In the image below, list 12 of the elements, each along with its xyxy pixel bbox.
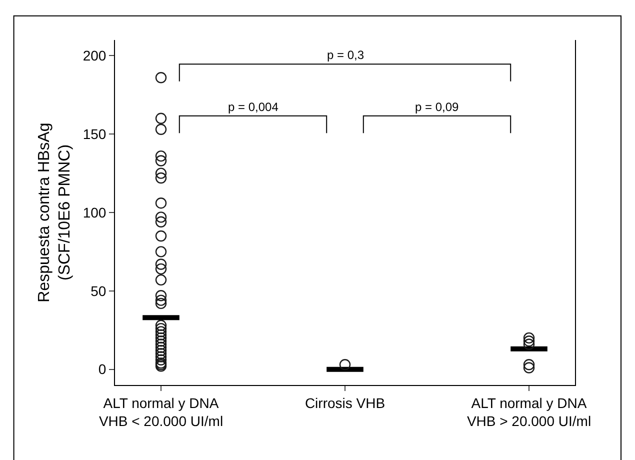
x-tick-label: Cirrosis VHB (304, 394, 386, 411)
annotation: p = 0,3 (327, 48, 364, 62)
y-tick-label: 150 (82, 126, 106, 142)
y-tick-label: 0 (98, 361, 106, 378)
annotation: p = 0,004 (228, 100, 279, 114)
x-tick-label: ALT normal y DNA VHB < 20.000 UI/ml (98, 394, 224, 429)
annotation: p = 0,09 (415, 100, 460, 114)
y-tick-label: 200 (82, 48, 106, 64)
y-tick-label: 50 (90, 282, 106, 299)
y-tick-label: 100 (82, 204, 106, 220)
y-axis-title: Respuesta contra HBsAg (SCF/10E6 PMNC) (36, 122, 74, 302)
x-tick-label: ALT normal y DNA VHB > 20.000 UI/ml (466, 394, 592, 429)
